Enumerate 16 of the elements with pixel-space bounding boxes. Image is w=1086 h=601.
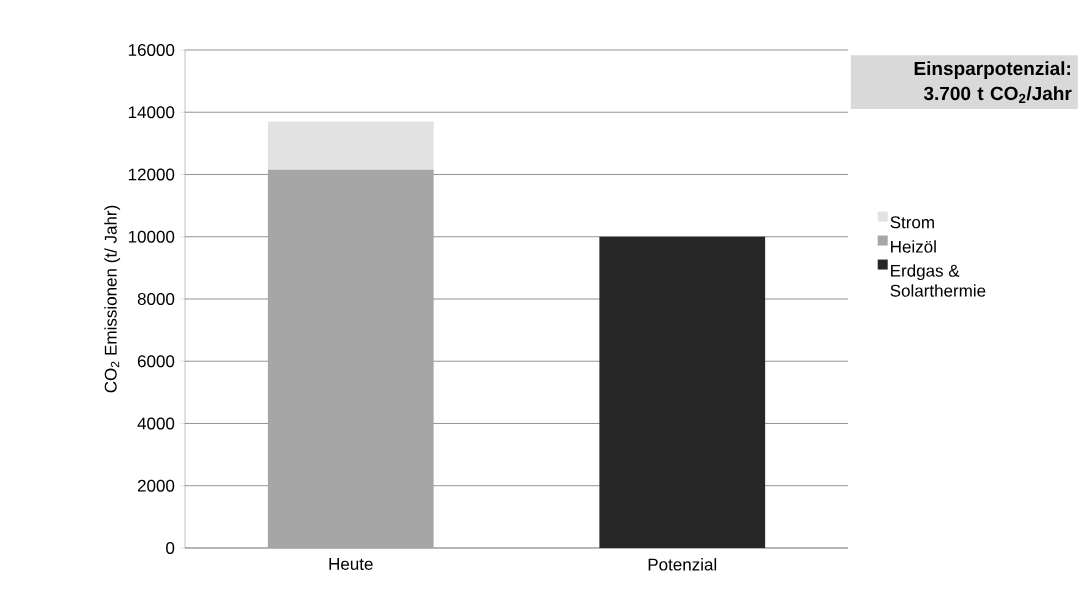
y-tick-label: 10000 [128,230,175,243]
y-tick-label: 14000 [128,106,175,119]
x-tick-label: Heute [329,558,373,570]
text: Einsparpotenzial: 3.700 t CO$_{2}$/Jahr [914,61,1072,104]
legend-label: Strom [890,216,934,229]
y-tick-label: 0 [166,541,175,555]
y-tick-label: 12000 [128,168,175,181]
y-tick-label: 8000 [137,292,175,306]
legend-label: Heizöl [891,240,936,253]
y-tick-label: 2000 [137,479,175,492]
y-axis-title: CO$_{2}$ Emissionen (t/ Jahr) [104,205,121,393]
y-tick-label: 6000 [137,355,175,368]
legend-label: Erdgas & Solarthermie [890,264,986,297]
y-tick-label: 4000 [137,417,175,430]
x-tick-label: Potenzial [648,558,717,571]
y-tick-label: 16000 [128,43,175,57]
